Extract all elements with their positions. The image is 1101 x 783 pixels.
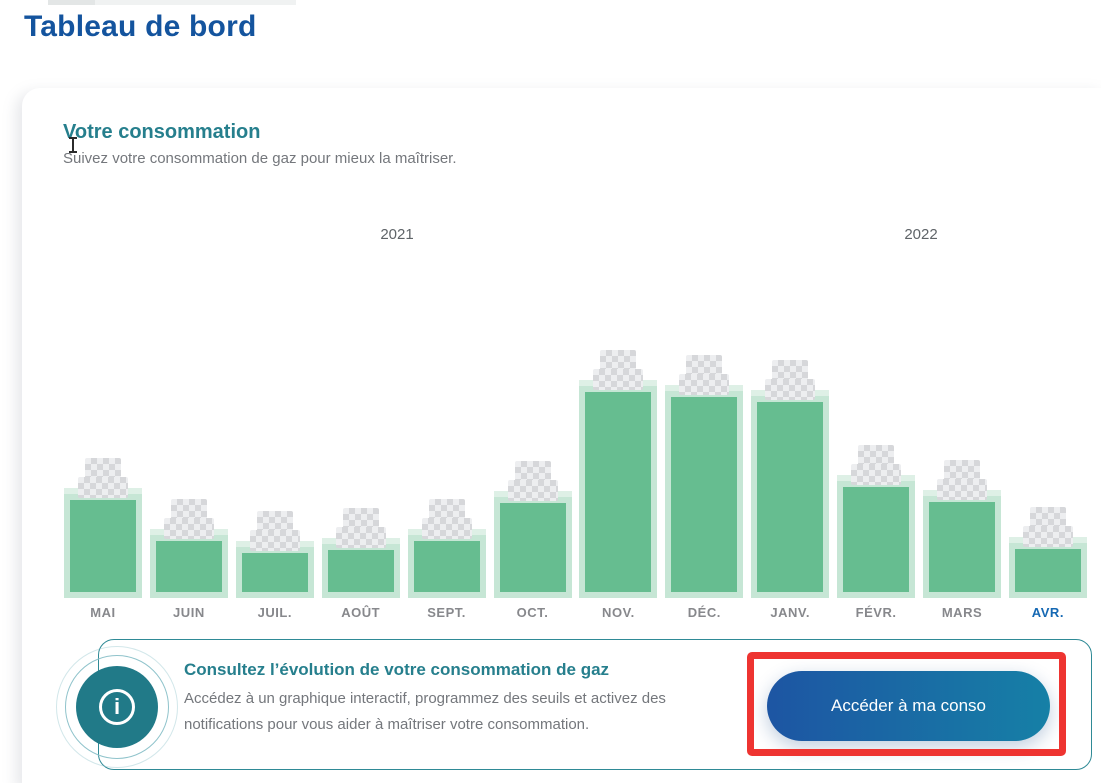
bar-value-redacted: [679, 374, 730, 395]
month-label: JUIN: [173, 605, 205, 620]
year-label-2021: 2021: [380, 226, 414, 243]
chart-bar: [923, 490, 1001, 592]
bar-value-redacted: [421, 518, 472, 539]
bar-value-redacted: [772, 360, 809, 380]
text-cursor-icon: [69, 137, 77, 153]
month-label: AOÛT: [341, 605, 381, 620]
month-label: AVR.: [1031, 605, 1064, 620]
chart-bar: [407, 529, 486, 592]
chart-bar: [321, 538, 400, 592]
chart-bar: [1008, 537, 1087, 592]
bar-value-redacted: [686, 355, 723, 375]
info-banner: i Consultez l’évolution de votre consomm…: [56, 639, 1092, 770]
page-title: Tableau de bord: [24, 10, 257, 43]
info-ring-outer: [56, 646, 178, 768]
section-subtitle: Suivez votre consommation de gaz pour mi…: [63, 150, 457, 167]
bar-value-redacted: [335, 527, 386, 548]
bar-value-redacted: [256, 511, 293, 531]
month-label: JANV.: [770, 605, 811, 620]
access-conso-button[interactable]: Accéder à ma conso: [767, 671, 1050, 741]
chart-bar: [665, 385, 744, 592]
section-title: Votre consommation: [63, 121, 261, 143]
chart-bar: [751, 390, 830, 592]
bar-value-redacted: [944, 460, 980, 480]
bar-value-redacted: [170, 499, 207, 519]
month-label: SEPT.: [427, 605, 466, 620]
redacted-region: [95, 0, 296, 5]
bar-value-redacted: [428, 499, 465, 519]
chart-bar: [579, 380, 658, 592]
bar-value-redacted: [78, 477, 128, 498]
month-label: OCT.: [516, 605, 549, 620]
month-label: JUIL.: [257, 605, 292, 620]
bar-value-redacted: [163, 518, 214, 539]
chart-bar: [235, 541, 314, 592]
month-label: DÉC.: [687, 605, 721, 620]
bar-value-redacted: [851, 464, 902, 485]
chart-bar: [837, 475, 916, 592]
bar-value-redacted: [507, 480, 558, 501]
bar-value-redacted: [593, 369, 644, 390]
banner-body: Accédez à un graphique interactif, progr…: [184, 690, 666, 733]
bar-value-redacted: [765, 379, 816, 400]
year-label-2022: 2022: [904, 226, 938, 243]
chart-bar: [149, 529, 228, 592]
info-icon: i: [99, 689, 135, 725]
bar-value-redacted: [514, 461, 551, 481]
bar-value-redacted: [1022, 526, 1073, 547]
banner-title: Consultez l’évolution de votre consommat…: [184, 660, 610, 679]
month-label: MAI: [90, 605, 116, 620]
chart-bar: [493, 491, 572, 592]
month-label: FÉVR.: [855, 605, 897, 620]
bar-value-redacted: [937, 479, 987, 500]
month-label: NOV.: [602, 605, 635, 620]
month-label: MARS: [941, 605, 983, 620]
bar-value-redacted: [1029, 507, 1066, 527]
redacted-region: [48, 0, 95, 5]
bar-value-redacted: [85, 458, 121, 478]
bar-value-redacted: [858, 445, 895, 465]
bar-value-redacted: [342, 508, 379, 528]
bar-value-redacted: [600, 350, 637, 370]
info-badge: i: [76, 666, 158, 748]
bar-value-redacted: [249, 530, 300, 551]
info-ring-inner: [65, 655, 169, 759]
chart-bar: [64, 488, 142, 592]
